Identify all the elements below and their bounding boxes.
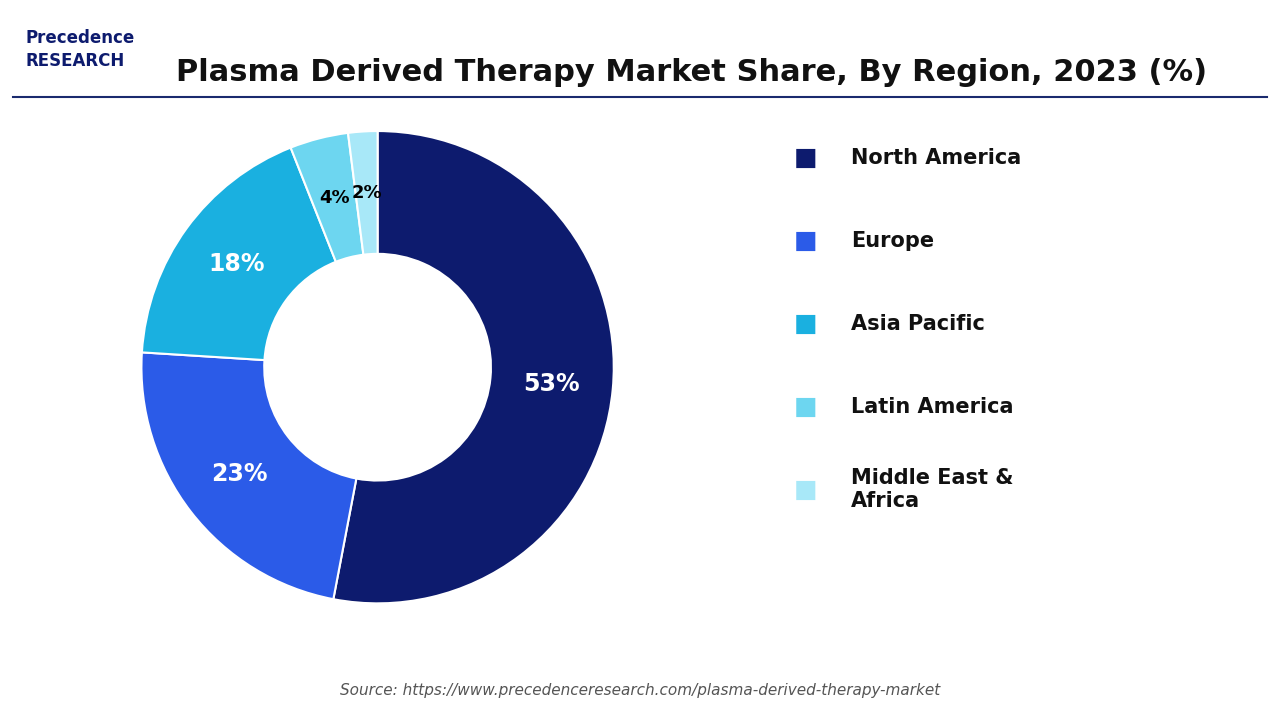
Text: 23%: 23% — [211, 462, 268, 486]
Text: ■: ■ — [794, 229, 817, 253]
Text: ■: ■ — [794, 146, 817, 171]
Text: ■: ■ — [794, 395, 817, 419]
Text: 2%: 2% — [351, 184, 381, 202]
Text: Plasma Derived Therapy Market Share, By Region, 2023 (%): Plasma Derived Therapy Market Share, By … — [175, 58, 1207, 86]
Text: Source: https://www.precedenceresearch.com/plasma-derived-therapy-market: Source: https://www.precedenceresearch.c… — [340, 683, 940, 698]
Text: 18%: 18% — [207, 253, 265, 276]
Text: Middle East &
Africa: Middle East & Africa — [851, 468, 1014, 511]
Text: Asia Pacific: Asia Pacific — [851, 314, 986, 334]
Wedge shape — [291, 133, 364, 262]
Wedge shape — [333, 131, 613, 603]
Text: Latin America: Latin America — [851, 397, 1014, 417]
Text: ■: ■ — [794, 477, 817, 502]
Text: ■: ■ — [794, 312, 817, 336]
Text: Europe: Europe — [851, 231, 934, 251]
Text: 4%: 4% — [319, 189, 349, 207]
Text: North America: North America — [851, 148, 1021, 168]
Wedge shape — [142, 148, 335, 360]
Wedge shape — [348, 131, 378, 255]
Text: 53%: 53% — [524, 372, 580, 396]
Text: Precedence
RESEARCH: Precedence RESEARCH — [26, 29, 134, 71]
Wedge shape — [142, 352, 356, 599]
